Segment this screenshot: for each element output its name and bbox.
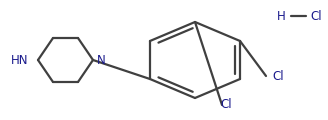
Text: Cl: Cl — [310, 9, 322, 23]
Text: Cl: Cl — [220, 98, 232, 111]
Text: H: H — [277, 9, 286, 23]
Text: Cl: Cl — [272, 71, 284, 84]
Text: HN: HN — [10, 54, 28, 66]
Text: N: N — [97, 54, 106, 66]
